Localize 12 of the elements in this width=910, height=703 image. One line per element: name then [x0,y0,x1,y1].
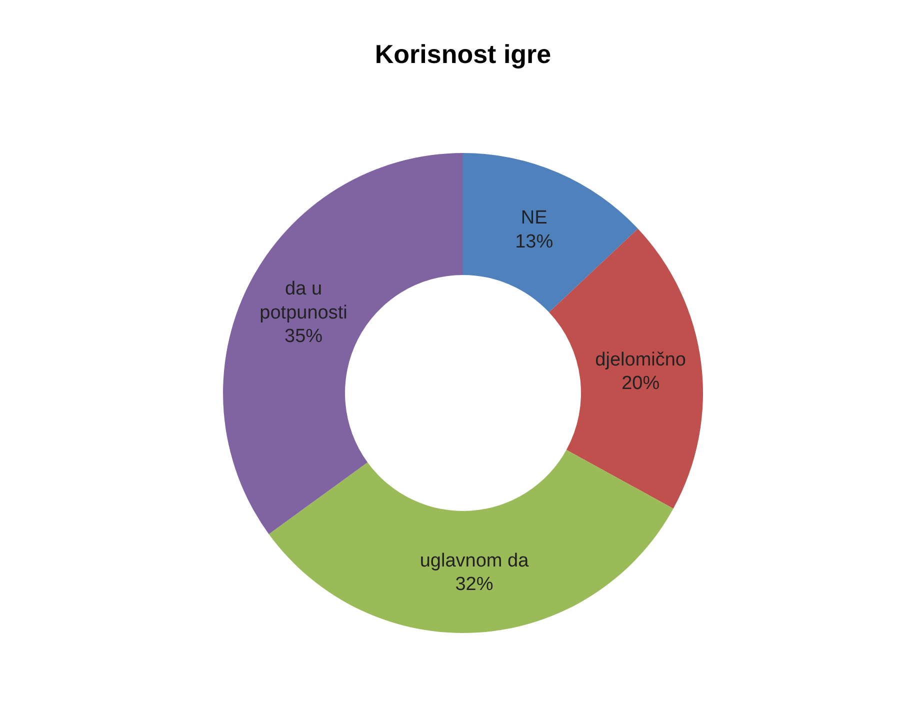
donut-slice [463,153,638,312]
slice-label: NE [520,207,548,228]
slice-label: da u potpunosti [260,278,348,324]
data-label: 32% [455,574,494,596]
slice-label: djelomično [595,349,686,370]
slice-label: uglavnom da [420,550,530,572]
donut-slice [223,153,463,534]
donut-slice [268,450,674,633]
data-label: 20% [622,373,660,394]
data-label: 35% [284,326,323,348]
data-label: 13% [515,231,554,252]
chart-title: Korisnost igre [374,39,552,69]
